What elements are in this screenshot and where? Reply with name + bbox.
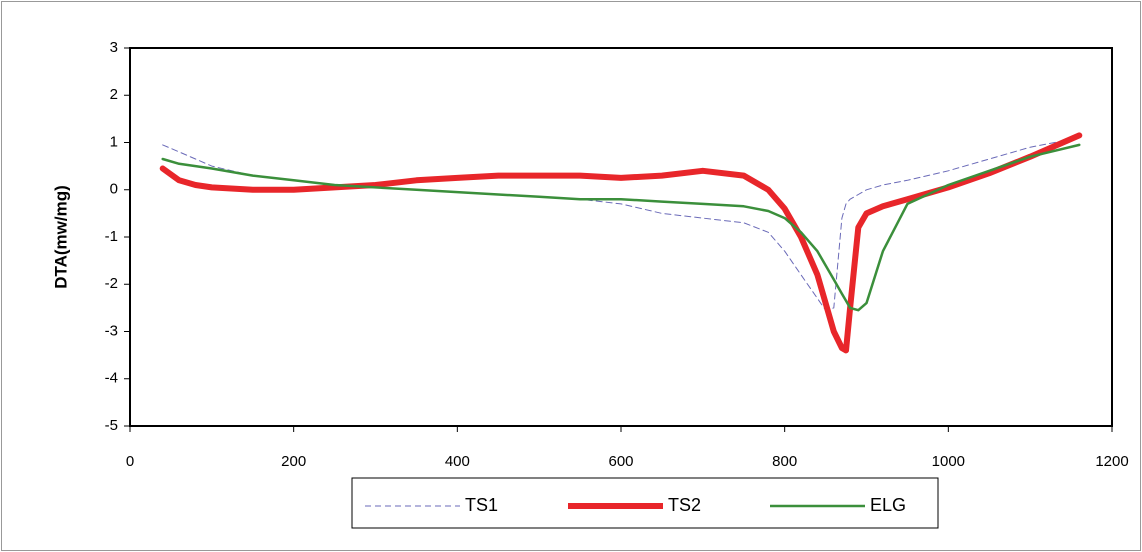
x-tick-label: 600 [608, 453, 633, 470]
y-tick-label: -4 [105, 370, 118, 387]
plot-area [129, 47, 1113, 427]
x-tick-label: 1200 [1095, 453, 1128, 470]
y-tick-label: 3 [110, 39, 118, 56]
series-line [162, 137, 1080, 311]
x-tick-label: 1000 [932, 453, 965, 470]
y-tick-label: 1 [110, 133, 118, 150]
y-tick-label: -1 [105, 228, 118, 245]
legend-label: TS2 [668, 495, 701, 515]
legend-label: TS1 [465, 495, 498, 515]
y-tick-label: -2 [105, 275, 118, 292]
y-tick-label: 2 [110, 86, 118, 103]
x-tick-label: 200 [281, 453, 306, 470]
y-tick-label: -5 [105, 417, 118, 434]
series-line [161, 143, 1081, 312]
x-tick-label: 800 [772, 453, 797, 470]
y-tick-label: 0 [110, 181, 118, 198]
y-axis-label: DTA(mw/mg) [51, 185, 70, 289]
x-tick-label: 400 [445, 453, 470, 470]
x-tick-label: 0 [126, 453, 134, 470]
legend-label: ELG [870, 495, 906, 515]
y-tick-label: -3 [105, 322, 118, 339]
series-line [159, 132, 1083, 354]
